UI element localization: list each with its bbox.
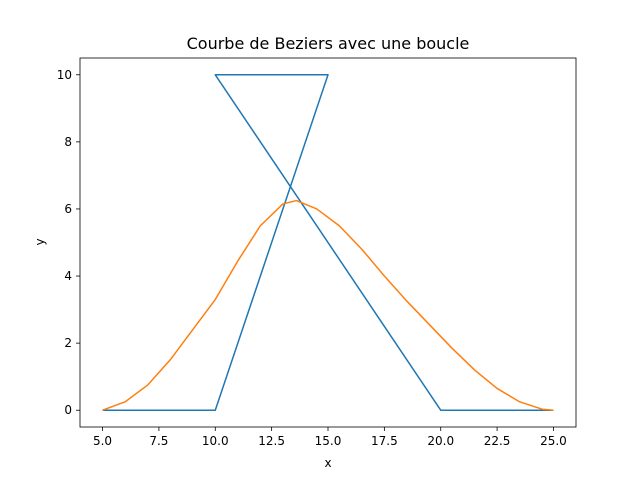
y-tick-label: 0 (64, 403, 72, 417)
series-line-2 (102, 199, 554, 411)
x-tick-label: 25.0 (540, 434, 567, 448)
series-layer (102, 74, 554, 411)
y-tick-label: 4 (64, 269, 72, 283)
y-tick-label: 8 (64, 135, 72, 149)
series-line-1 (102, 74, 554, 411)
x-tick-label: 7.5 (149, 434, 168, 448)
x-tick-label: 12.5 (258, 434, 285, 448)
y-tick-label: 10 (57, 68, 72, 82)
x-tick-label: 10.0 (202, 434, 229, 448)
axes-layer: 5.0 7.5 10.0 12.5 15.0 17.5 20.0 22.5 25.0 0 2 4 6 8 1… (57, 57, 577, 448)
chart-title: Courbe de Beziers avec une boucle (187, 34, 470, 53)
x-tick-label: 17.5 (371, 434, 398, 448)
x-tick-label: 22.5 (484, 434, 511, 448)
y-tick-label: 6 (64, 202, 72, 216)
y-tick-label: 2 (64, 336, 72, 350)
x-tick-label: 5.0 (93, 434, 112, 448)
y-axis-label: y (33, 238, 47, 245)
x-axis-label: x (324, 456, 331, 470)
x-tick-label: 15.0 (315, 434, 342, 448)
x-tick-label: 20.0 (427, 434, 454, 448)
